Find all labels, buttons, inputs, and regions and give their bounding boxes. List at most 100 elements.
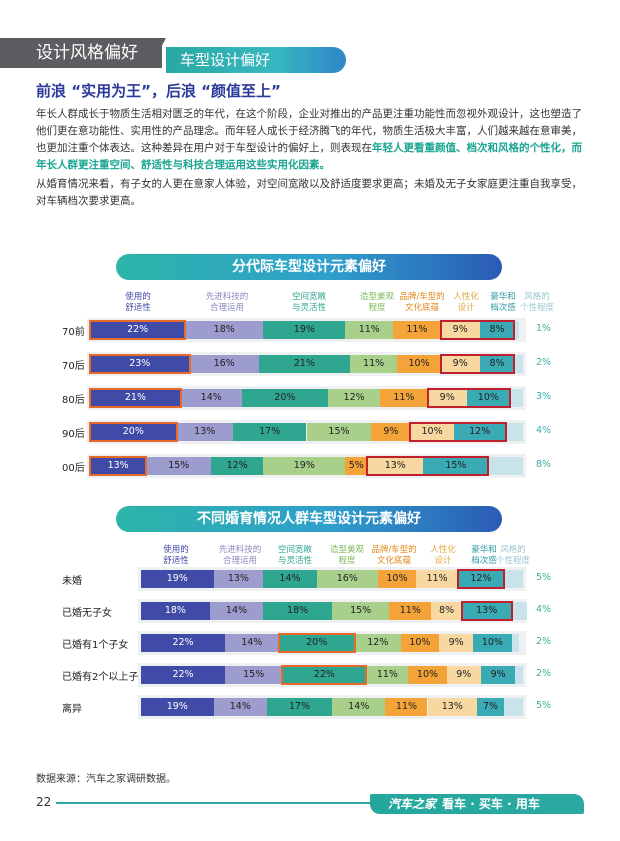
bar-segment: 22% <box>90 321 186 339</box>
footer-divider <box>56 802 376 804</box>
row-label: 离异 <box>62 704 82 715</box>
legend-line: 档次感 <box>471 556 497 566</box>
bar-segment: 18% <box>185 321 264 339</box>
bar-segment: 11% <box>366 666 409 684</box>
legend-item-6: 豪华和 档次感 <box>473 292 533 314</box>
bar-segment: 9% <box>440 355 480 373</box>
footer-banner: 汽车之家 看车 · 买车 · 用车 <box>370 794 584 814</box>
bar-segment: 12% <box>211 457 264 475</box>
bar-segment: 10% <box>410 423 454 441</box>
legend-item-2: 空间宽敞 与灵活性 <box>265 545 325 567</box>
legend-line: 个性程度 <box>495 556 530 566</box>
bar-segment: 17% <box>267 698 332 716</box>
bar-segment: 9% <box>440 321 480 339</box>
row-label: 00后 <box>62 463 85 474</box>
row-label: 80后 <box>62 395 85 406</box>
legend-line: 使用的 <box>163 545 189 555</box>
legend-line: 空间宽敞 <box>291 292 326 302</box>
bar-segment: 10% <box>400 634 439 652</box>
outside-value: 2% <box>536 636 552 647</box>
bar-segment: 7% <box>477 698 504 716</box>
legend-line: 先进科技的 <box>218 545 262 555</box>
bar-segment: 8% <box>479 355 515 373</box>
legend-line: 舒适性 <box>125 303 151 313</box>
bar-segment-last <box>515 666 523 684</box>
highlight-box <box>460 601 513 621</box>
outside-value: 2% <box>536 357 552 368</box>
paragraph-1-text: 年长人群成长于物质生活相对匮乏的年代，在这个阶段，企业对推出的产品更注重功能性而… <box>36 108 582 154</box>
legend-line: 造型美观 <box>359 292 394 302</box>
legend-item-5: 人性化 设计 <box>436 292 496 314</box>
bar-segment: 19% <box>141 698 214 716</box>
legend-line: 与灵活性 <box>291 303 326 313</box>
outside-value: 5% <box>536 572 552 583</box>
legend-item-4: 品牌/车型的 文化底蕴 <box>364 545 424 567</box>
row-label: 70后 <box>62 361 85 372</box>
legend-line: 设计 <box>457 303 475 313</box>
bar-segment: 12% <box>453 423 506 441</box>
bar-segment-last <box>511 634 520 652</box>
legend-line: 设计 <box>434 556 452 566</box>
bar-segment: 14% <box>213 698 268 716</box>
highlight-box <box>439 354 516 374</box>
bar-segment: 13% <box>213 570 264 588</box>
legend-line: 风格的 <box>524 292 550 302</box>
outside-value: 2% <box>536 668 552 679</box>
legend-item-3: 造型美观 程度 <box>347 292 407 314</box>
bar-segment: 12% <box>328 389 381 407</box>
bar-segment: 23% <box>90 355 190 373</box>
legend-line: 与灵活性 <box>277 556 312 566</box>
headline: 前浪 “实用为王”，后浪 “颜值至上” <box>36 82 281 100</box>
bar-segment: 10% <box>377 570 417 588</box>
highlight-box <box>439 320 516 340</box>
legend-item-4: 品牌/车型的 文化底蕴 <box>392 292 452 314</box>
highlight-box <box>457 569 505 589</box>
bar-segment: 15% <box>423 457 489 475</box>
bar-segment: 20% <box>241 389 329 407</box>
bar-segment: 10% <box>397 355 441 373</box>
outside-value: 5% <box>536 700 552 711</box>
legend-item-3: 造型美观 程度 <box>317 545 377 567</box>
legend-item-2: 空间宽敞 与灵活性 <box>279 292 339 314</box>
bar-segment: 11% <box>389 602 432 620</box>
bar-segment-last <box>511 602 527 620</box>
legend-line: 文化底蕴 <box>376 556 411 566</box>
bar-segment: 20% <box>278 634 355 652</box>
outside-value: 1% <box>536 323 552 334</box>
highlight-box <box>366 456 490 476</box>
paragraph-1: 年长人群成长于物质生活相对匮乏的年代，在这个阶段，企业对推出的产品更注重功能性而… <box>36 106 588 174</box>
bar-segment: 11% <box>349 355 398 373</box>
row-label: 未婚 <box>62 576 82 587</box>
legend-item-5: 人性化 设计 <box>413 545 473 567</box>
legend-line: 合理运用 <box>222 556 257 566</box>
highlight-box <box>89 456 148 476</box>
bar-segment: 22% <box>141 666 226 684</box>
section-title: 设计风格偏好 <box>0 38 162 68</box>
bar-segment: 15% <box>225 666 283 684</box>
legend-item-6: 豪华和 档次感 <box>454 545 514 567</box>
legend-line: 风格的 <box>500 545 526 555</box>
highlight-box <box>409 422 507 442</box>
outside-value: 4% <box>536 604 552 615</box>
bar-segment: 9% <box>371 423 411 441</box>
legend-line: 豪华和 <box>471 545 497 555</box>
row-label: 70前 <box>62 327 85 338</box>
bar-segment-last <box>503 570 523 588</box>
highlight-box <box>426 388 511 408</box>
bar-segment: 11% <box>416 570 459 588</box>
bar-segment: 9% <box>427 389 467 407</box>
legend-line: 品牌/车型的 <box>399 292 445 302</box>
bar-segment: 19% <box>263 457 346 475</box>
bar-segment: 9% <box>446 666 481 684</box>
highlight-box <box>89 354 191 374</box>
bar-segment: 16% <box>316 570 378 588</box>
legend-line: 合理运用 <box>209 303 244 313</box>
bar-segment: 5% <box>345 457 368 475</box>
section-title-tail <box>150 38 166 68</box>
chart-2-title: 不同婚育情况人群车型设计元素偏好 <box>116 506 502 532</box>
bar-segment: 18% <box>141 602 210 620</box>
bar-segment: 10% <box>466 389 510 407</box>
bar-segment: 15% <box>146 457 212 475</box>
legend-line: 个性程度 <box>519 303 554 313</box>
bar-segment: 11% <box>385 698 428 716</box>
